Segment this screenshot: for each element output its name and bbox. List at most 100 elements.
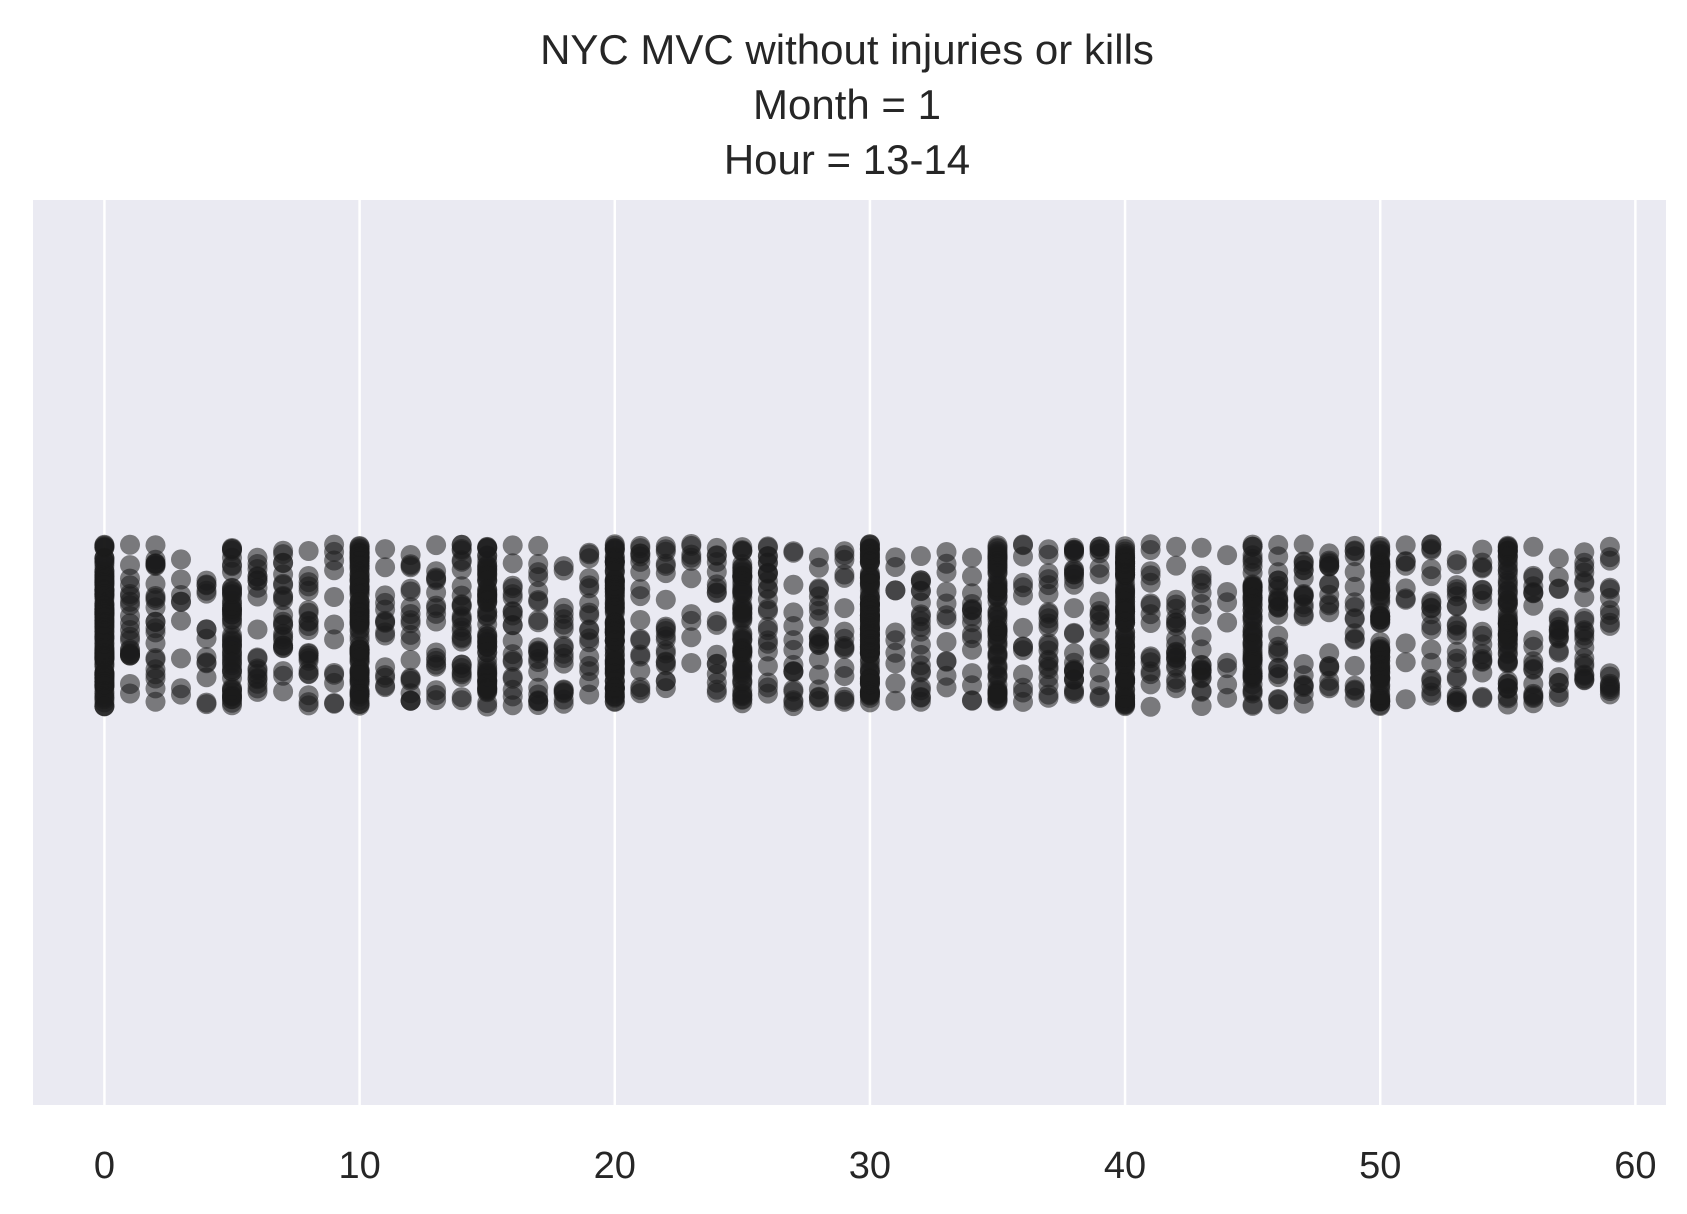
point-minute-48	[1319, 643, 1340, 664]
point-minute-26	[757, 616, 778, 637]
point-minute-52	[1421, 566, 1442, 587]
point-minute-1	[120, 645, 140, 666]
x-tick-label-6: 60	[1614, 1145, 1656, 1187]
point-minute-41	[1140, 540, 1161, 560]
point-minute-30	[859, 618, 880, 639]
point-minute-25	[732, 540, 753, 561]
point-minute-31	[885, 580, 906, 601]
point-minute-39	[1089, 620, 1110, 641]
point-minute-30	[859, 594, 880, 615]
point-minute-52	[1421, 597, 1442, 618]
point-minute-32	[910, 581, 931, 602]
point-minute-4	[196, 619, 217, 640]
point-minute-24	[706, 611, 727, 632]
point-minute-36	[1013, 617, 1033, 638]
point-minute-19	[579, 593, 600, 614]
point-minute-29	[834, 567, 855, 588]
point-minute-24	[706, 679, 727, 700]
point-minute-0	[94, 627, 115, 648]
point-minute-51	[1395, 589, 1416, 610]
point-minute-31	[885, 690, 906, 711]
point-minute-24	[706, 663, 727, 684]
point-minute-32	[910, 546, 931, 566]
point-minute-2	[145, 633, 166, 654]
point-minute-40	[1115, 668, 1136, 689]
point-minute-44	[1217, 545, 1238, 566]
point-minute-58	[1574, 669, 1595, 690]
point-minute-33	[936, 665, 957, 686]
point-minute-58	[1574, 587, 1595, 608]
point-minute-0	[94, 535, 115, 556]
point-minute-15	[477, 636, 498, 657]
point-minute-16	[502, 553, 523, 574]
point-minute-18	[553, 556, 574, 577]
point-minute-48	[1319, 552, 1340, 573]
point-minute-47	[1293, 534, 1314, 555]
point-minute-33	[936, 651, 957, 672]
point-minute-56	[1523, 658, 1544, 679]
point-minute-13	[426, 647, 447, 668]
point-minute-53	[1446, 692, 1467, 713]
point-minute-34	[962, 583, 982, 604]
point-minute-41	[1140, 613, 1161, 633]
point-minute-22	[655, 640, 676, 661]
point-minute-41	[1140, 648, 1161, 669]
point-minute-34	[962, 600, 982, 621]
point-minute-29	[834, 628, 855, 649]
point-minute-11	[375, 557, 396, 578]
point-minute-39	[1089, 539, 1110, 560]
point-minute-42	[1166, 555, 1187, 576]
point-minute-9	[324, 534, 345, 555]
point-minute-7	[273, 585, 294, 606]
point-minute-28	[808, 557, 829, 578]
point-minute-21	[630, 679, 651, 700]
point-minute-57	[1548, 616, 1569, 637]
point-minute-46	[1268, 625, 1289, 646]
point-minute-14	[451, 534, 472, 555]
point-minute-36	[1013, 636, 1033, 657]
point-minute-52	[1421, 538, 1442, 559]
point-minute-55	[1497, 581, 1518, 602]
point-minute-4	[196, 667, 217, 688]
point-minute-45	[1242, 654, 1263, 675]
point-minute-56	[1523, 674, 1544, 694]
point-minute-33	[936, 581, 957, 602]
point-minute-39	[1089, 604, 1110, 625]
point-minute-28	[808, 691, 829, 711]
point-minute-35	[987, 683, 1008, 704]
point-minute-50	[1370, 651, 1391, 672]
point-minute-4	[196, 692, 217, 713]
point-minute-45	[1242, 621, 1263, 642]
point-minute-59	[1599, 588, 1620, 608]
point-minute-34	[962, 566, 982, 587]
point-minute-20	[604, 618, 625, 639]
point-minute-0	[94, 586, 115, 607]
point-minute-21	[630, 610, 651, 630]
data-points	[94, 534, 1620, 717]
point-minute-55	[1497, 670, 1518, 691]
point-minute-23	[681, 547, 702, 568]
point-minute-50	[1370, 691, 1391, 711]
point-minute-22	[655, 678, 676, 699]
point-minute-43	[1191, 537, 1212, 558]
point-minute-44	[1217, 612, 1238, 633]
point-minute-38	[1064, 661, 1084, 682]
point-minute-28	[808, 600, 829, 621]
point-minute-9	[324, 587, 345, 607]
point-minute-9	[324, 550, 345, 571]
point-minute-10	[349, 621, 370, 642]
point-minute-27	[783, 574, 804, 595]
point-minute-50	[1370, 670, 1391, 690]
point-minute-8	[298, 541, 319, 561]
point-minute-23	[681, 653, 702, 673]
point-minute-22	[655, 553, 676, 574]
point-minute-12	[400, 630, 421, 651]
point-minute-49	[1344, 576, 1365, 597]
point-minute-49	[1344, 629, 1365, 650]
point-minute-56	[1523, 595, 1544, 616]
point-minute-45	[1242, 556, 1263, 577]
point-minute-45	[1242, 683, 1263, 704]
point-minute-54	[1472, 552, 1493, 573]
point-minute-44	[1217, 687, 1238, 708]
